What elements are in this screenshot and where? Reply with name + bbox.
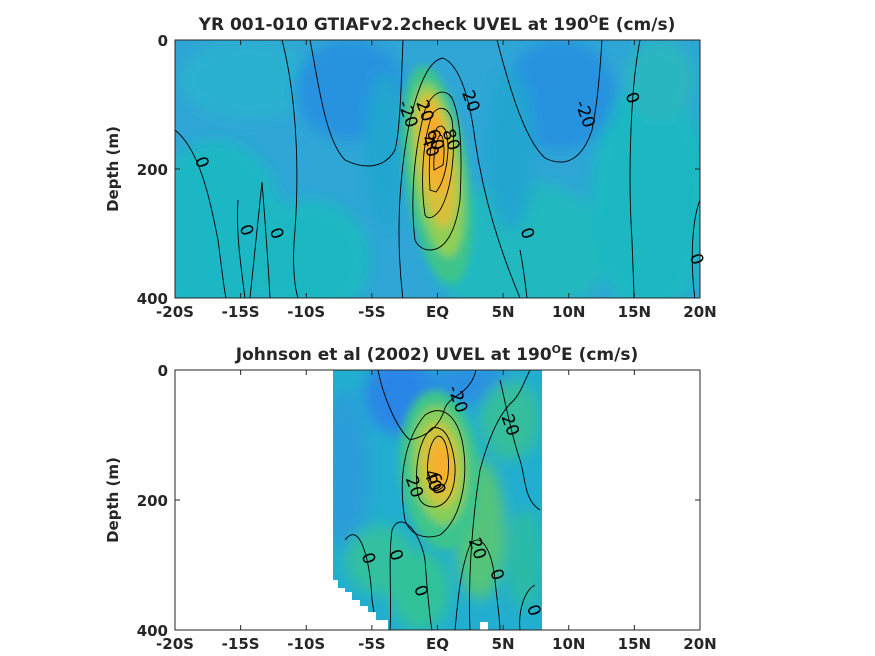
y-tick-label: 200: [137, 161, 168, 179]
panel-1-y-axis-label: Depth (m): [104, 126, 122, 212]
x-tick-label: -5S: [358, 303, 385, 321]
x-tick-label: EQ: [426, 303, 449, 321]
panel-2-heatmap: [333, 370, 542, 630]
x-tick-label: EQ: [426, 635, 449, 653]
panel-1-title: YR 001-010 GTIAFv2.2check UVEL at 190OE …: [198, 13, 676, 35]
x-tick-label: 5N: [492, 303, 515, 321]
x-tick-label: -15S: [222, 303, 260, 321]
panel-2-x-ticks: -20S -15S -10S -5S EQ 5N 10N 15N 20N: [156, 370, 717, 653]
x-tick-label: 10N: [552, 635, 585, 653]
x-tick-label: -20S: [156, 635, 194, 653]
y-tick-label: 400: [137, 290, 168, 308]
panel-2-y-ticks: 0 200 400: [137, 362, 700, 640]
x-tick-label: 20N: [683, 635, 716, 653]
panel-2-title: Johnson et al (2002) UVEL at 190OE (cm/s…: [235, 343, 638, 365]
x-tick-label: -10S: [287, 635, 325, 653]
x-tick-label: 10N: [552, 303, 585, 321]
x-tick-label: 15N: [618, 635, 651, 653]
panel-1-heatmap: [175, 40, 700, 298]
y-tick-label: 0: [158, 362, 168, 380]
x-tick-label: 5N: [492, 635, 515, 653]
panel-2: Johnson et al (2002) UVEL at 190OE (cm/s…: [104, 343, 717, 653]
y-tick-label: 200: [137, 492, 168, 510]
x-tick-label: -15S: [222, 635, 260, 653]
x-tick-label: -5S: [358, 635, 385, 653]
x-tick-label: -20S: [156, 303, 194, 321]
y-tick-label: 0: [158, 32, 168, 50]
y-tick-label: 400: [137, 622, 168, 640]
panel-1-x-ticks: -20S -15S -10S -5S EQ 5N 10N 15N 20N: [156, 40, 717, 321]
panel-1-y-ticks: 0 200 400: [137, 32, 700, 308]
x-tick-label: 15N: [618, 303, 651, 321]
x-tick-label: -10S: [287, 303, 325, 321]
panel-2-missing-data-gap: [480, 622, 488, 630]
panel-1: YR 001-010 GTIAFv2.2check UVEL at 190OE …: [104, 13, 717, 321]
panel-2-y-axis-label: Depth (m): [104, 457, 122, 543]
x-tick-label: 20N: [683, 303, 716, 321]
panel-2-missing-data-mask: [333, 580, 388, 630]
